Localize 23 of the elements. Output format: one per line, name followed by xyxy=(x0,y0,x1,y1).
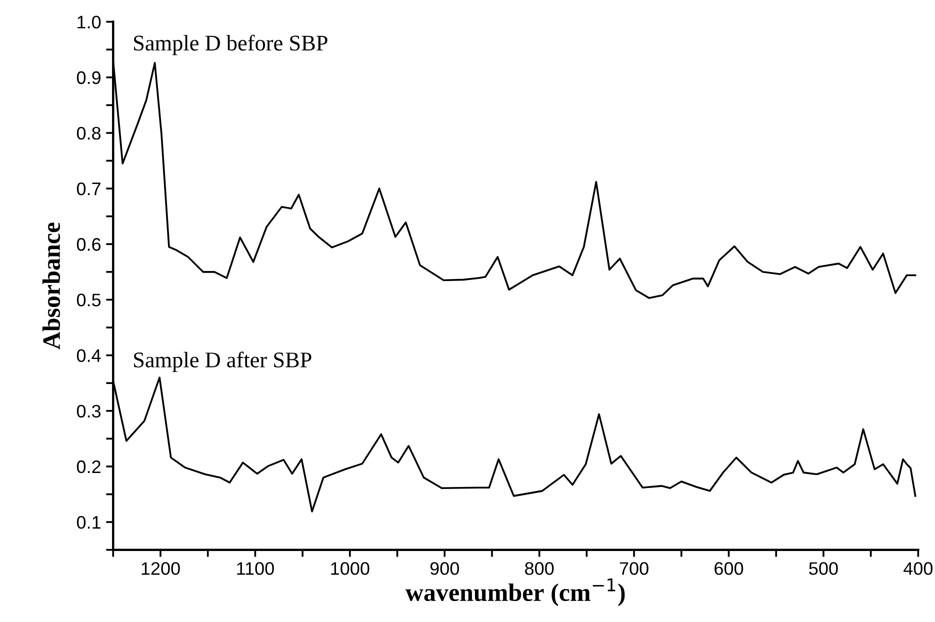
y-tick-label: 0.3 xyxy=(76,404,101,418)
y-tick-label: 0.2 xyxy=(76,460,100,474)
x-tick-label: 400 xyxy=(904,562,933,575)
x-tick-label: 700 xyxy=(620,562,648,575)
y-axis-title: Absorbance xyxy=(42,222,60,350)
series-label: Sample D after SBP xyxy=(134,352,312,372)
x-tick-label: 1200 xyxy=(142,562,180,575)
x-tick-label: 800 xyxy=(525,562,554,575)
y-tick-label: 0.7 xyxy=(76,182,100,196)
y-tick-label: 0.8 xyxy=(76,126,101,140)
y-tick-label: 0.9 xyxy=(76,71,100,84)
series-label: Sample D before SBP xyxy=(134,34,328,56)
x-axis-title: wavenumber (cm$^{−1}$) xyxy=(405,578,625,606)
x-tick-label: 900 xyxy=(430,562,459,575)
x-tick-label: 600 xyxy=(714,562,744,575)
y-tick-label: 0.6 xyxy=(76,238,101,251)
x-tick-label: 500 xyxy=(809,562,838,575)
y-tick-label: 0.1 xyxy=(76,516,100,529)
y-tick-label: 0.4 xyxy=(76,349,101,362)
x-tick-label: 1000 xyxy=(331,562,370,575)
y-tick-label: 0.5 xyxy=(76,294,101,306)
x-tick-label: 1100 xyxy=(237,562,274,575)
y-tick-label: 1.0 xyxy=(78,16,101,28)
